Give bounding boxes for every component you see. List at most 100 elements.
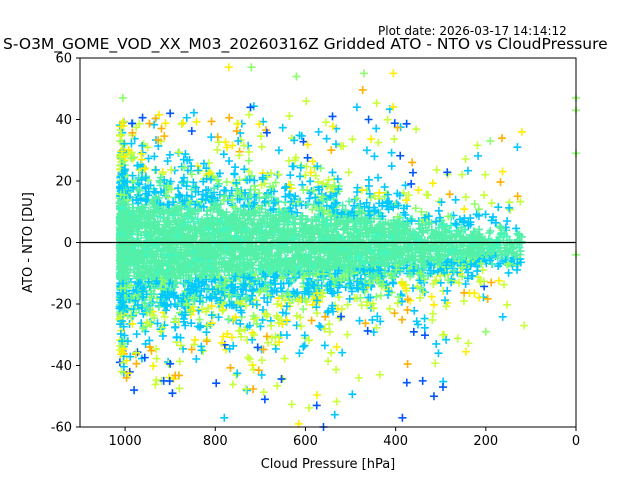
scatter-point bbox=[241, 384, 250, 393]
scatter-point bbox=[203, 191, 212, 200]
scatter-point bbox=[317, 288, 326, 297]
scatter-point bbox=[261, 309, 270, 318]
scatter-point bbox=[439, 220, 448, 229]
scatter-point bbox=[190, 335, 199, 344]
scatter-point bbox=[359, 285, 368, 294]
scatter-point bbox=[397, 297, 406, 306]
scatter-point bbox=[390, 134, 399, 143]
scatter-point bbox=[313, 309, 322, 318]
scatter-point bbox=[202, 186, 211, 195]
scatter-point bbox=[299, 185, 308, 194]
scatter-point bbox=[239, 141, 248, 150]
scatter-point bbox=[431, 276, 440, 285]
scatter-point bbox=[187, 319, 196, 328]
scatter-point bbox=[235, 214, 244, 223]
scatter-point bbox=[273, 314, 282, 323]
scatter-point bbox=[464, 339, 473, 348]
scatter-point bbox=[132, 359, 141, 368]
scatter-point bbox=[357, 208, 366, 217]
scatter-point bbox=[243, 176, 252, 185]
scatter-point bbox=[132, 206, 141, 215]
scatter-point bbox=[356, 293, 365, 302]
scatter-point bbox=[232, 291, 241, 300]
scatter-point bbox=[157, 124, 166, 133]
scatter-point bbox=[156, 284, 165, 293]
scatter-point bbox=[442, 335, 451, 344]
scatter-point bbox=[376, 291, 385, 300]
scatter-point bbox=[217, 254, 226, 263]
scatter-point bbox=[255, 120, 264, 129]
scatter-point bbox=[151, 270, 160, 279]
scatter-point bbox=[284, 213, 293, 222]
scatter-point bbox=[302, 162, 311, 171]
scatter-point bbox=[328, 168, 337, 177]
scatter-point bbox=[134, 278, 143, 287]
scatter-point bbox=[331, 199, 340, 208]
scatter-point bbox=[240, 209, 249, 218]
scatter-point bbox=[231, 313, 240, 322]
scatter-point bbox=[475, 293, 484, 302]
scatter-point bbox=[246, 251, 255, 260]
scatter-point bbox=[460, 205, 469, 214]
scatter-point bbox=[171, 323, 180, 332]
scatter-point bbox=[438, 243, 447, 252]
scatter-point bbox=[195, 297, 204, 306]
scatter-point bbox=[176, 191, 185, 200]
scatter-point bbox=[207, 133, 216, 142]
scatter-point bbox=[229, 202, 238, 211]
scatter-point bbox=[236, 306, 245, 315]
scatter-point bbox=[179, 317, 188, 326]
scatter-point bbox=[271, 198, 280, 207]
scatter-point bbox=[151, 165, 160, 174]
scatter-point bbox=[283, 246, 292, 255]
scatter-point bbox=[314, 127, 323, 136]
scatter-point bbox=[478, 266, 487, 275]
scatter-point bbox=[132, 123, 141, 132]
scatter-point bbox=[124, 369, 133, 378]
scatter-point bbox=[412, 125, 421, 134]
scatter-point bbox=[198, 220, 207, 229]
scatter-point bbox=[420, 275, 429, 284]
scatter-point bbox=[364, 175, 373, 184]
scatter-point bbox=[319, 275, 328, 284]
scatter-point bbox=[126, 352, 135, 361]
scatter-point bbox=[220, 210, 229, 219]
scatter-point bbox=[342, 211, 351, 220]
scatter-point bbox=[303, 215, 312, 224]
scatter-point bbox=[503, 259, 512, 268]
scatter-point bbox=[482, 249, 491, 258]
scatter-point bbox=[412, 317, 421, 326]
scatter-point bbox=[263, 298, 272, 307]
scatter-point bbox=[170, 292, 179, 301]
scatter-point bbox=[393, 248, 402, 257]
scatter-point bbox=[355, 316, 364, 325]
scatter-point bbox=[307, 316, 316, 325]
scatter-point bbox=[480, 191, 489, 200]
scatter-point bbox=[372, 124, 381, 133]
scatter-point bbox=[367, 246, 376, 255]
scatter-point bbox=[303, 153, 312, 162]
scatter-point bbox=[202, 247, 211, 256]
scatter-point bbox=[203, 210, 212, 219]
scatter-point bbox=[464, 218, 473, 227]
scatter-point bbox=[436, 278, 445, 287]
scatter-point bbox=[402, 119, 411, 128]
scatter-point bbox=[463, 166, 472, 175]
scatter-point bbox=[177, 263, 186, 272]
scatter-point bbox=[318, 236, 327, 245]
scatter-point bbox=[383, 190, 392, 199]
scatter-point bbox=[498, 312, 507, 321]
scatter-points bbox=[115, 63, 580, 431]
scatter-point bbox=[160, 132, 169, 141]
scatter-point bbox=[225, 300, 234, 309]
scatter-point bbox=[178, 118, 187, 127]
scatter-point bbox=[474, 273, 483, 282]
scatter-point bbox=[119, 157, 128, 166]
scatter-point bbox=[156, 327, 165, 336]
scatter-point bbox=[461, 280, 470, 289]
scatter-point bbox=[496, 222, 505, 231]
scatter-point bbox=[250, 176, 259, 185]
scatter-point bbox=[436, 271, 445, 280]
scatter-point bbox=[370, 206, 379, 215]
scatter-point bbox=[162, 251, 171, 260]
